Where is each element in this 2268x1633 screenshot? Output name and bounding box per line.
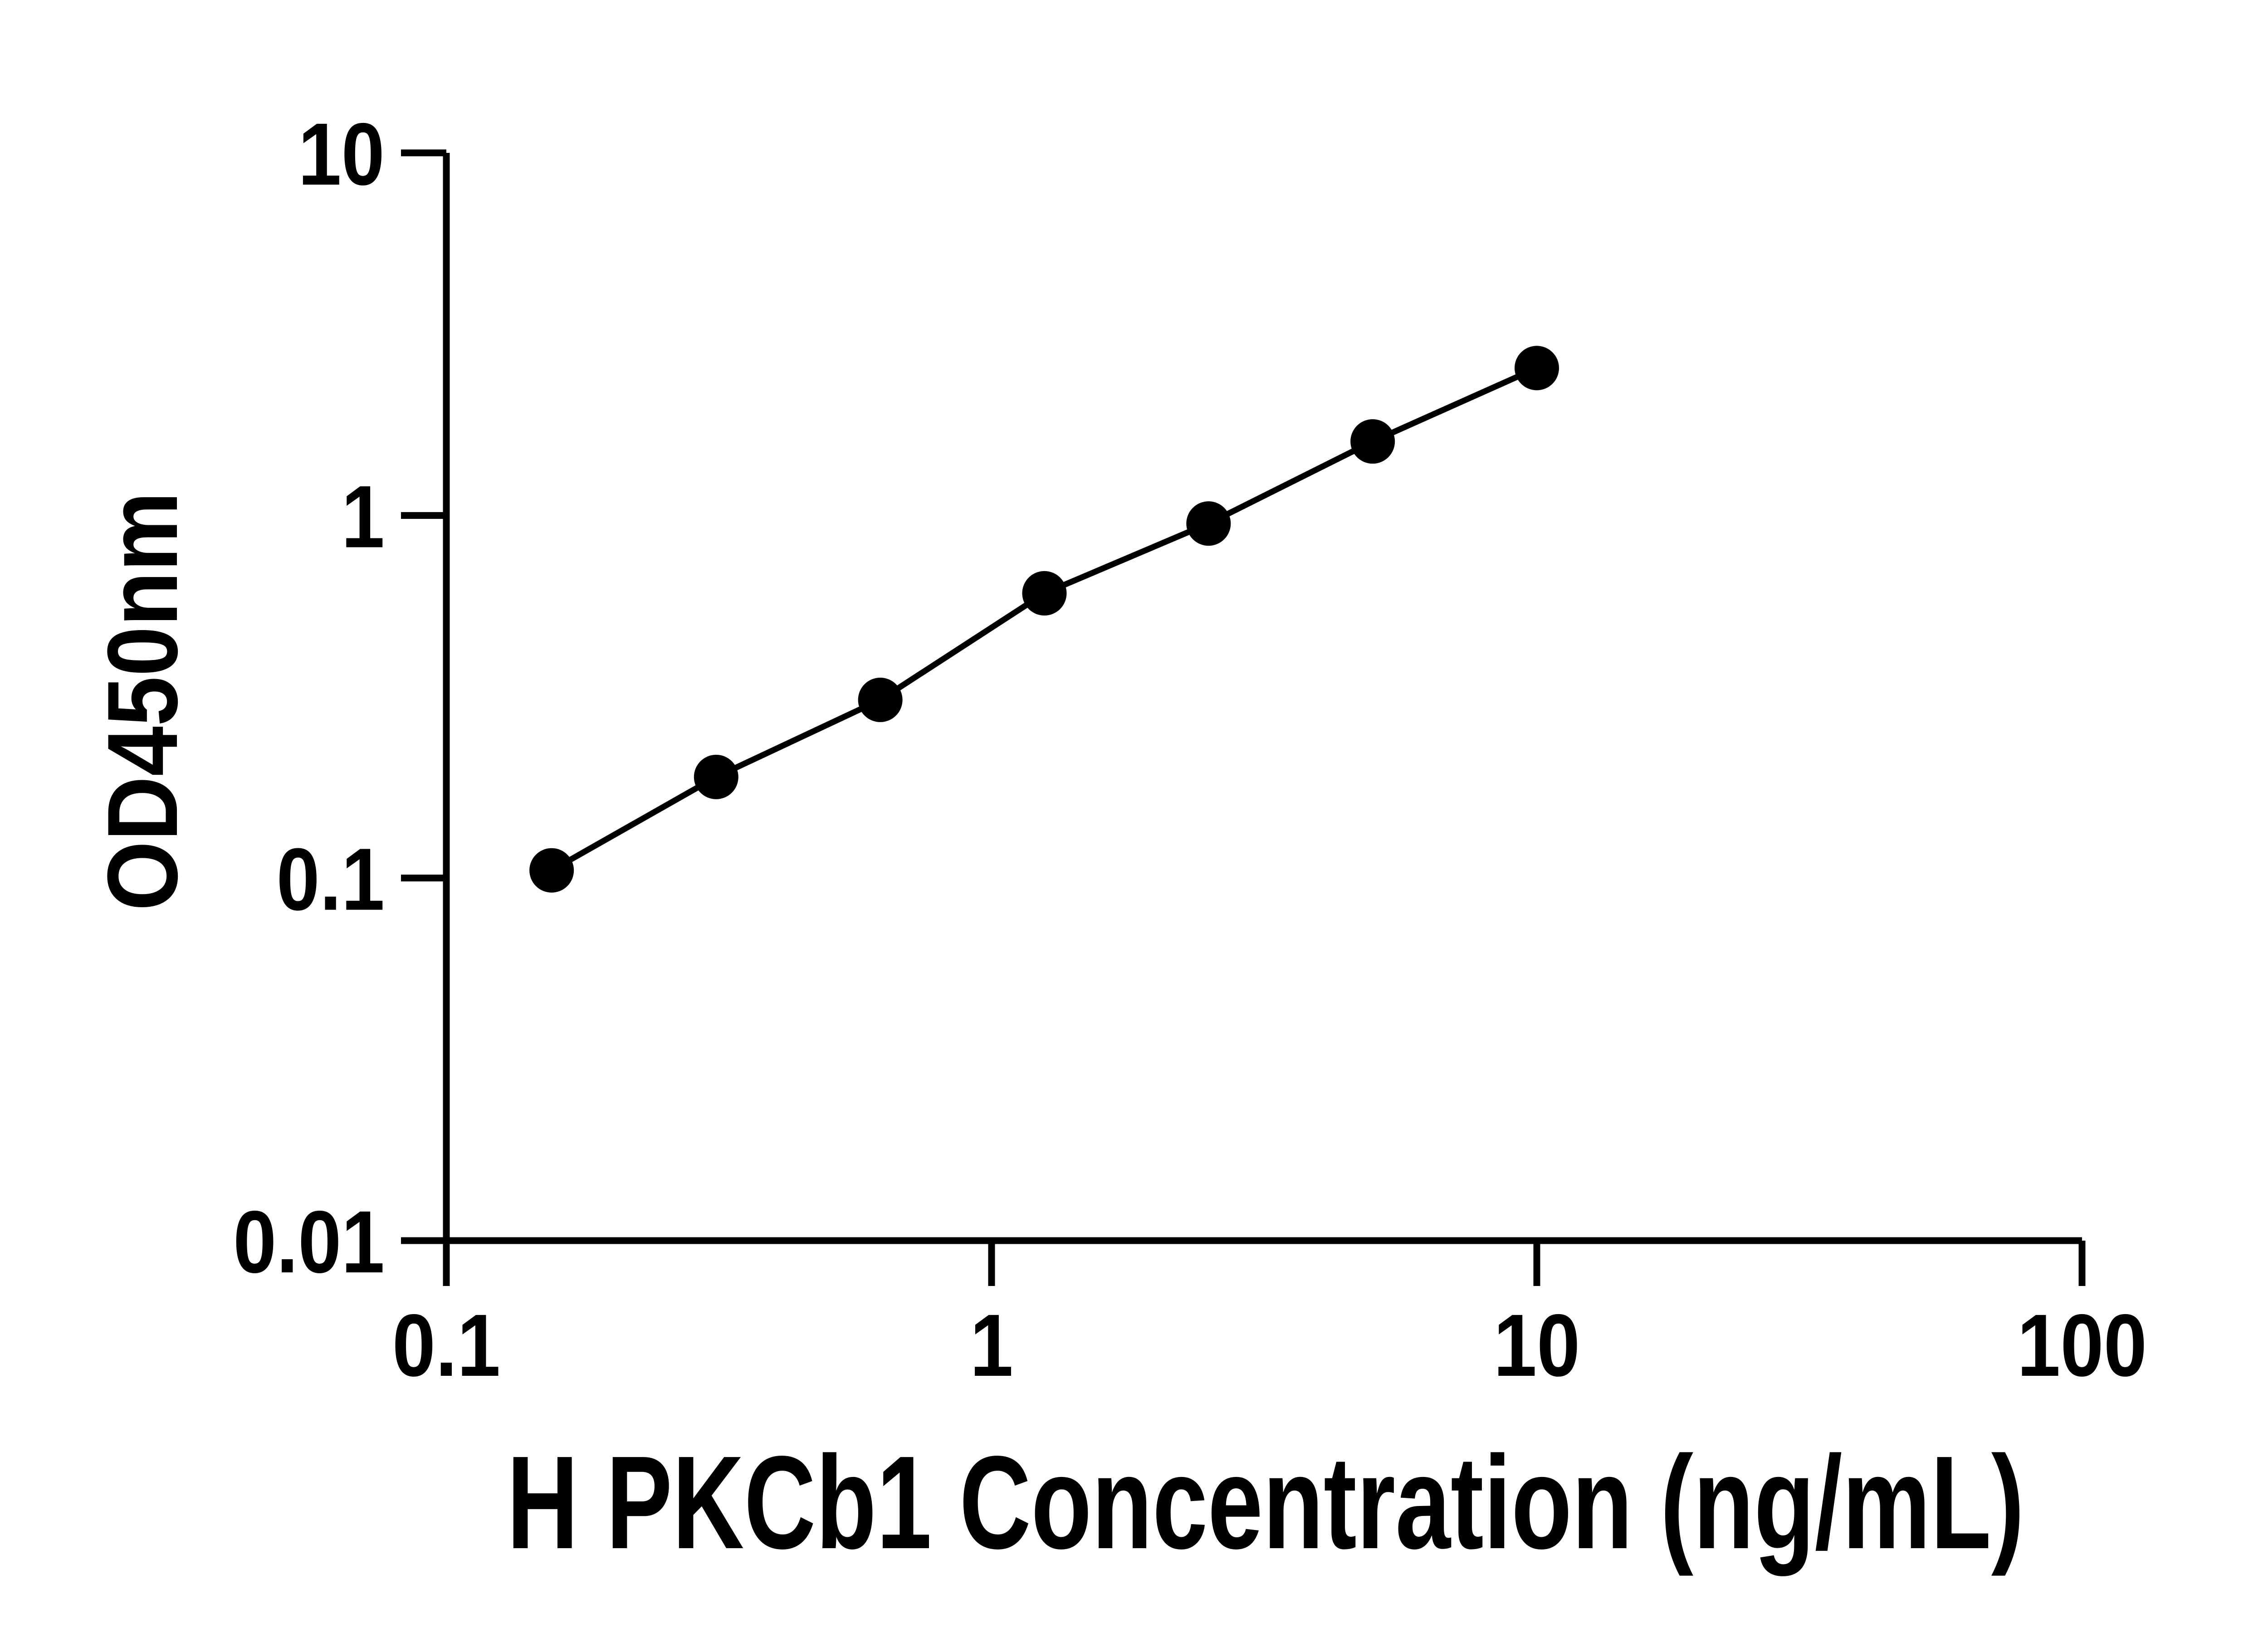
data-point-1 <box>694 754 738 799</box>
y-tick-label-1: 1 <box>342 467 385 566</box>
x-axis-title: H PKCb1 Concentration (ng/mL) <box>507 1428 2024 1577</box>
x-tick-label-100: 100 <box>2017 1296 2147 1395</box>
x-tick-label-1: 1 <box>970 1296 1013 1395</box>
data-point-4 <box>1186 501 1231 546</box>
y-tick-label-0.01: 0.01 <box>233 1193 385 1291</box>
axes-frame <box>443 153 2082 1244</box>
x-tick-label-0.1: 0.1 <box>392 1296 501 1395</box>
x-tick-label-10: 10 <box>1494 1296 1580 1395</box>
data-point-2 <box>858 677 903 722</box>
y-tick-label-0.1: 0.1 <box>276 830 385 929</box>
data-point-6 <box>1515 346 1559 391</box>
data-point-0 <box>529 848 574 893</box>
y-tick-label-10: 10 <box>298 105 385 204</box>
data-point-3 <box>1022 571 1067 616</box>
data-point-5 <box>1350 419 1395 464</box>
y-axis-title: OD450nm <box>87 492 198 911</box>
